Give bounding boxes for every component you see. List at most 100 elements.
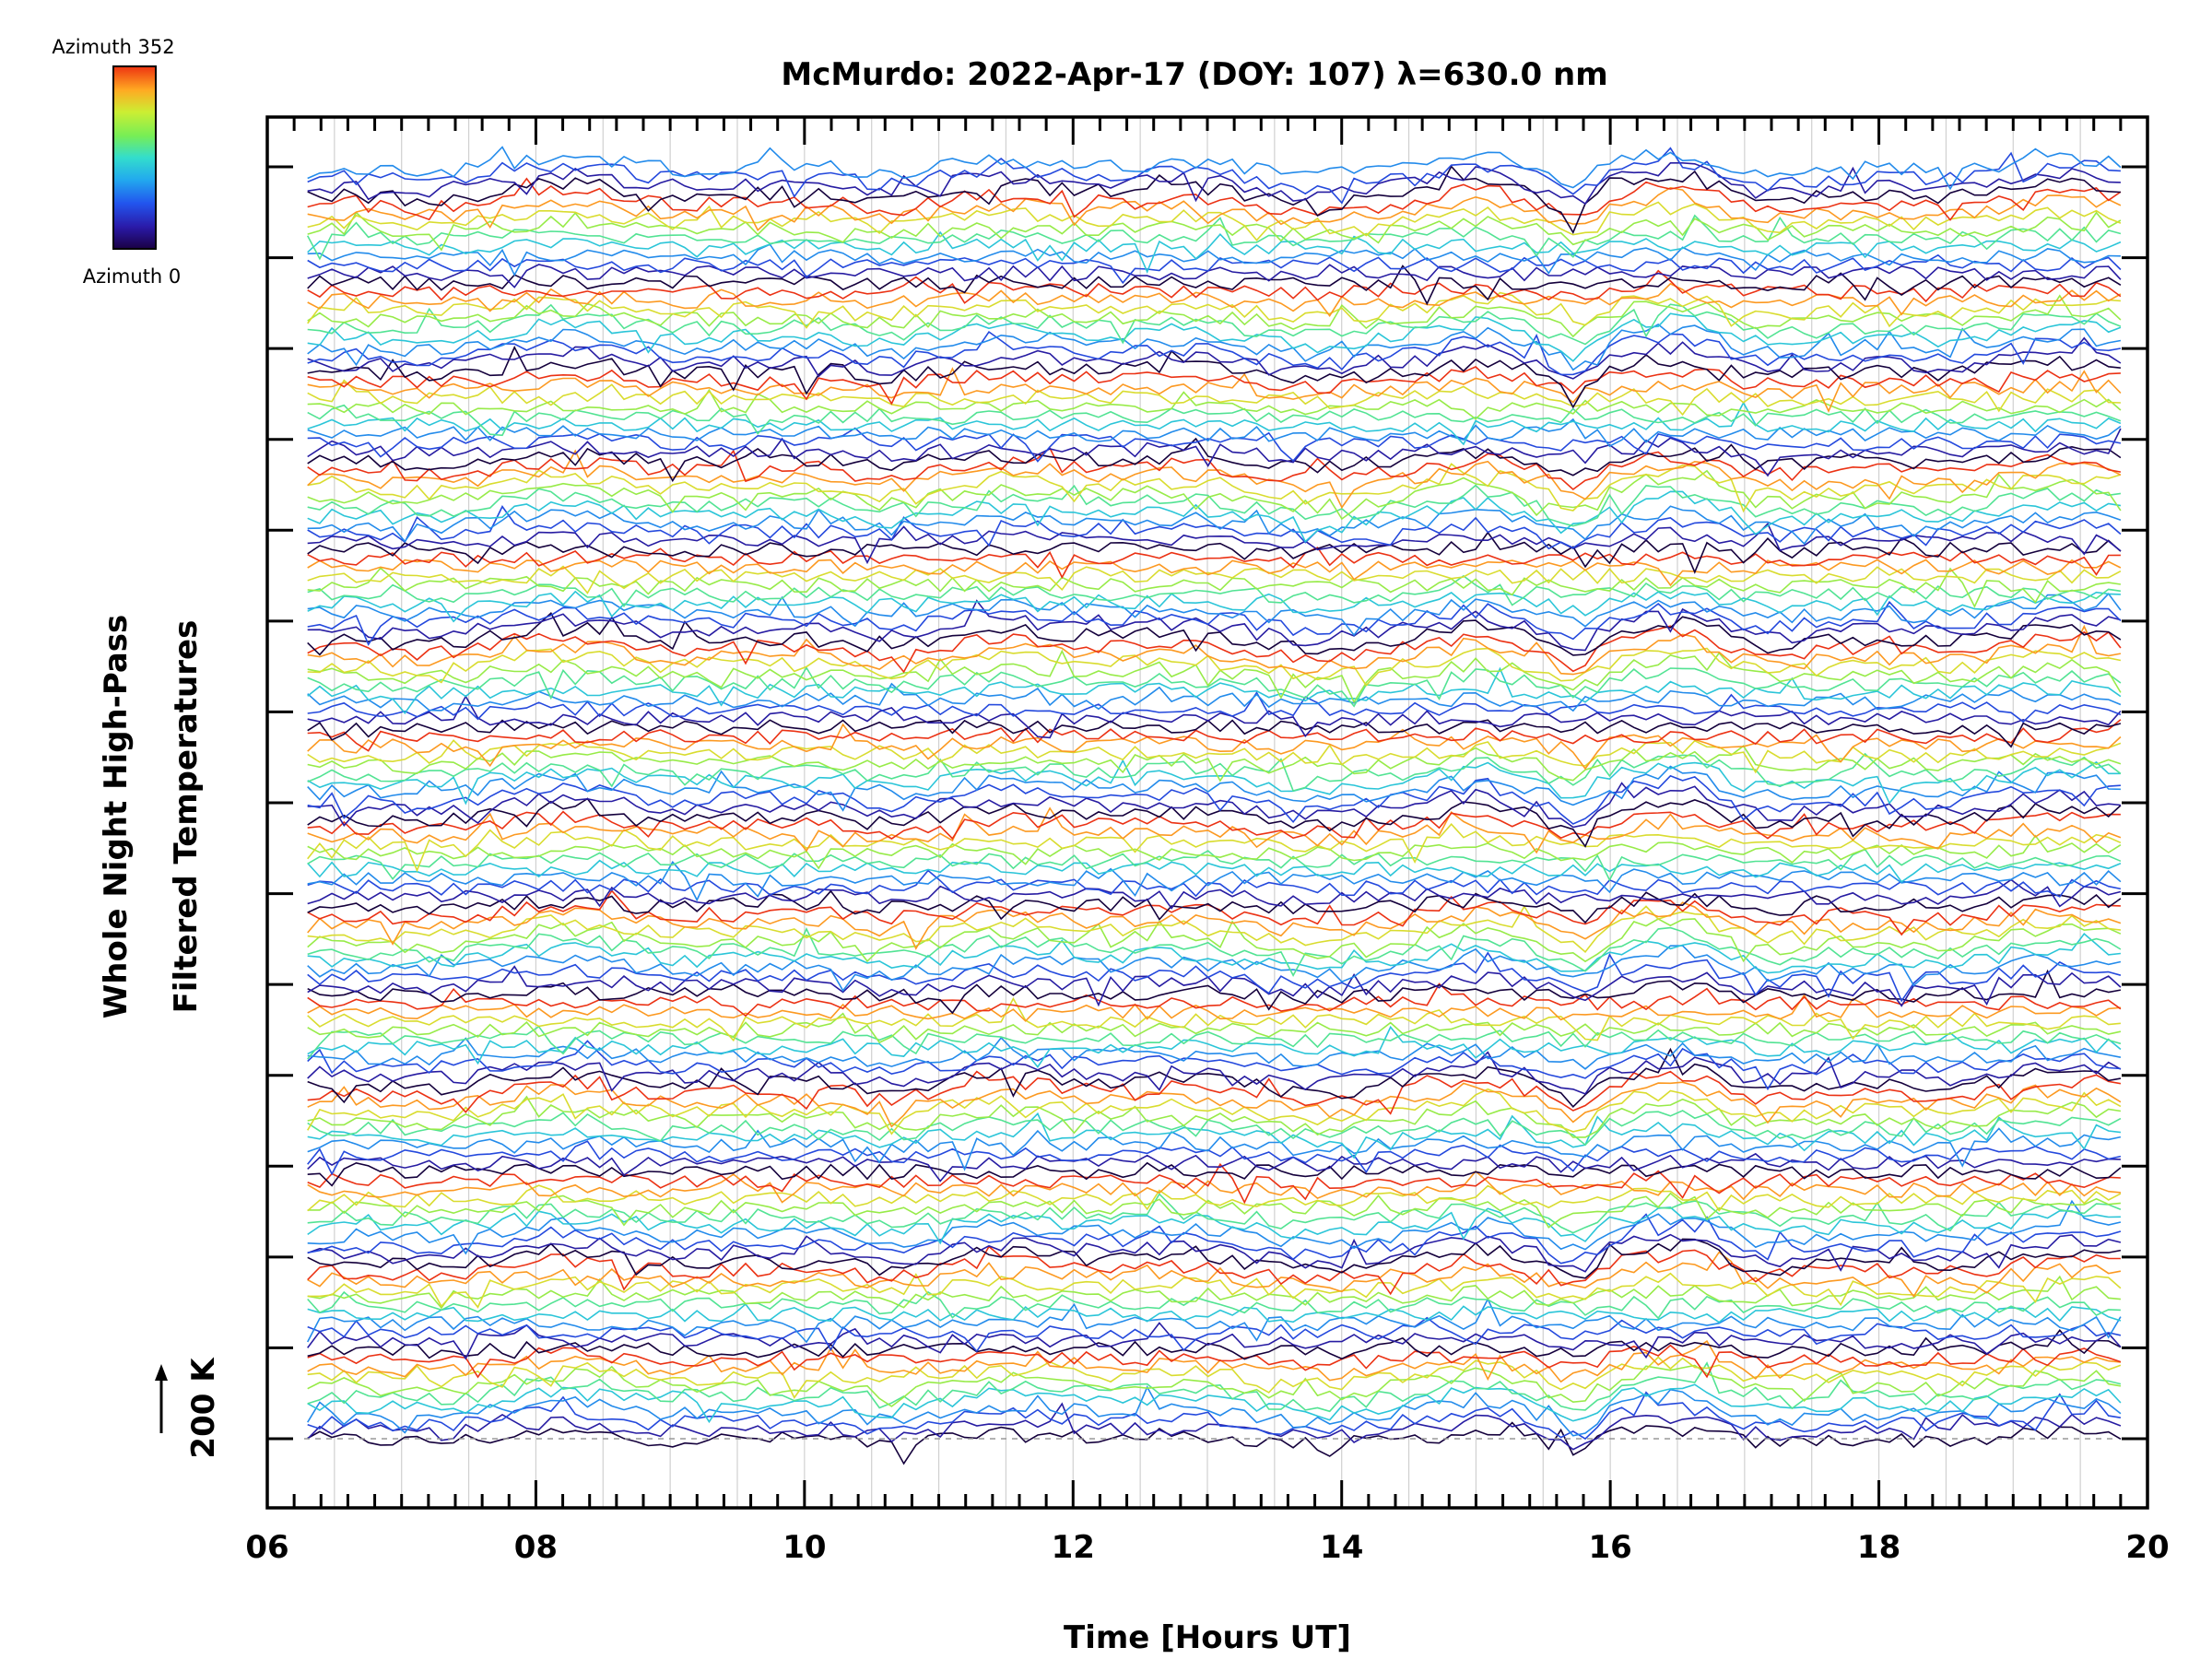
temperature-trace: [307, 1302, 2122, 1324]
temperature-trace: [307, 522, 2122, 565]
temperature-trace: [307, 1110, 2122, 1147]
x-tick-label: 14: [1320, 1529, 1363, 1566]
temperature-trace: [307, 559, 2122, 587]
temperature-trace: [307, 1012, 2122, 1044]
temperature-trace: [307, 600, 2122, 646]
temperature-trace: [307, 1036, 2122, 1070]
temperature-trace: [307, 625, 2122, 674]
y-axis-label-line2: Filtered Temperatures: [168, 620, 205, 1014]
temperature-trace: [307, 810, 2121, 841]
temperature-trace: [307, 291, 2121, 329]
temperature-trace: [307, 649, 2122, 704]
temperature-trace: [307, 933, 2121, 974]
temperature-trace: [307, 1245, 2121, 1296]
temperature-trace: [307, 969, 2122, 1015]
temperature-trace: [307, 951, 2122, 1003]
temperature-trace: [306, 214, 2122, 261]
temperature-trace: [307, 965, 2122, 1007]
temperature-trace: [307, 797, 2122, 848]
temperature-trace: [307, 759, 2121, 806]
temperature-trace: [307, 599, 2122, 652]
temperature-trace: [307, 211, 2122, 252]
temperature-trace: [307, 739, 2122, 774]
temperature-trace: [307, 1385, 2122, 1437]
temperature-trace: [307, 1025, 2122, 1060]
temperature-trace: [307, 265, 2122, 306]
temperature-trace: [307, 547, 2121, 580]
temperature-trace: [307, 1170, 2121, 1204]
temperature-trace: [307, 869, 2122, 898]
temperature-trace: [307, 806, 2122, 854]
temperature-trace: [307, 401, 2122, 446]
temperature-trace: [307, 982, 2122, 1018]
temperature-traces: [306, 146, 2122, 1465]
temperature-trace: [307, 346, 2121, 409]
temperature-trace: [307, 264, 2122, 288]
temperature-trace: [307, 996, 2121, 1042]
temperature-trace: [307, 889, 2121, 936]
temperature-trace: [307, 1329, 2122, 1360]
temperature-trace: [307, 565, 2122, 594]
temperature-trace: [307, 505, 2122, 550]
temperature-trace: [307, 1322, 2122, 1360]
temperature-trace: [307, 1272, 2122, 1309]
x-tick-label: 06: [245, 1529, 288, 1566]
axis-ticks: [265, 117, 2149, 1508]
temperature-trace: [307, 330, 2122, 376]
temperature-trace: [307, 1140, 2122, 1176]
temperature-trace: [307, 823, 2122, 873]
temperature-trace: [307, 904, 2121, 954]
temperature-trace: [307, 165, 2121, 234]
temperature-trace: [307, 418, 2122, 448]
temperature-trace: [307, 303, 2122, 346]
temperature-trace: [307, 574, 2122, 607]
temperature-trace: [307, 666, 2122, 714]
x-axis-label: Time [Hours UT]: [1064, 1619, 1351, 1656]
temperature-trace: [307, 647, 2122, 687]
temperature-trace: [307, 1152, 2121, 1182]
temperature-trace: [307, 1402, 2122, 1451]
temperature-trace: [307, 1383, 2122, 1424]
temperature-trace: [307, 230, 2122, 274]
temperature-trace: [307, 1162, 2121, 1205]
temperature-trace: [307, 592, 2122, 637]
x-tick-label: 12: [1052, 1529, 1095, 1566]
colorbar-bottom-label: Azimuth 0: [83, 265, 182, 288]
temperature-trace: [307, 1047, 2122, 1108]
temperature-trace: [307, 765, 2121, 812]
temperature-trace: [307, 1238, 2122, 1279]
x-tick-labels: 06 08 10 12 14 16 18 20: [245, 1529, 2169, 1566]
temperature-trace: [307, 945, 2122, 993]
temperature-trace: [307, 463, 2122, 513]
temperature-trace: [307, 719, 2122, 752]
x-tick-label: 16: [1588, 1529, 1631, 1566]
temperature-trace: [307, 1251, 2122, 1299]
temperature-trace: [307, 312, 2122, 362]
temperature-trace: [307, 926, 2122, 977]
temperature-trace: [307, 449, 2122, 510]
temperature-trace: [307, 269, 2122, 304]
temperature-trace: [307, 177, 2122, 221]
temperature-trace: [307, 878, 2122, 910]
temperature-trace: [307, 694, 2122, 739]
temperature-trace: [307, 367, 2122, 414]
temperature-trace: [307, 162, 2121, 206]
temperature-trace: [307, 918, 2122, 963]
temperature-trace: [307, 624, 2122, 676]
temperature-trace: [307, 901, 2122, 950]
temperature-trace: [307, 590, 2121, 623]
temperature-trace: [307, 253, 2122, 285]
temperature-trace: [307, 1193, 2122, 1234]
temperature-trace: [307, 1356, 2122, 1399]
x-tick-label: 08: [514, 1529, 558, 1566]
temperature-trace: [307, 1233, 2122, 1273]
temperature-trace: [307, 1421, 2122, 1465]
temperature-trace: [307, 427, 2122, 463]
temperature-trace: [307, 1025, 2122, 1068]
temperature-trace: [307, 1081, 2122, 1128]
temperature-trace: [307, 484, 2122, 527]
temperature-trace: [307, 388, 2122, 420]
temperature-trace: [307, 490, 2122, 543]
temperature-trace: [307, 336, 2122, 380]
